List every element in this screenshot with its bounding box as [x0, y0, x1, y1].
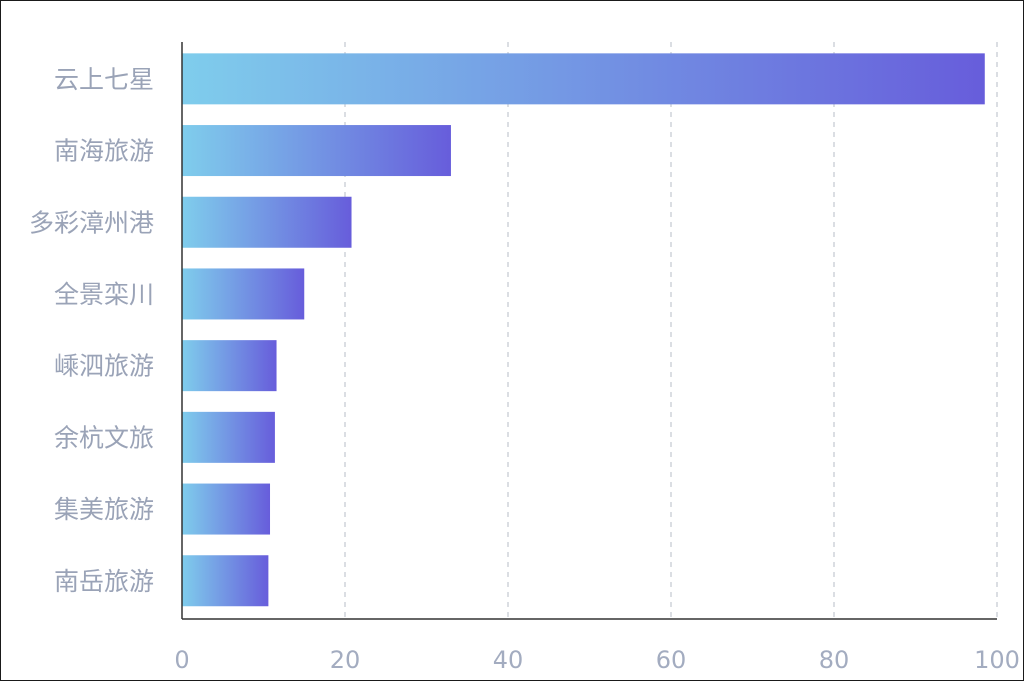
y-category-label: 南海旅游 [54, 137, 154, 166]
y-category-label: 南岳旅游 [54, 567, 154, 596]
grid-lines [344, 42, 998, 619]
x-tick-label: 20 [330, 646, 361, 674]
y-category-label: 嵊泗旅游 [54, 352, 154, 381]
x-tick-label: 80 [819, 646, 850, 674]
labels: 0 20 40 60 80 100 云上七星南海旅游多彩漳州港全景栾川嵊泗旅游余杭文旅集美旅… [29, 65, 1020, 674]
y-category-label: 多彩漳州港 [29, 208, 154, 237]
bar [182, 268, 305, 320]
bars [182, 53, 985, 607]
y-category-label: 集美旅游 [54, 495, 154, 524]
y-category-label: 全景栾川 [54, 280, 154, 309]
x-tick-label: 60 [656, 646, 687, 674]
axes [181, 42, 997, 620]
x-tick-label: 40 [493, 646, 524, 674]
bar [182, 125, 451, 177]
bar [182, 555, 269, 607]
bar [182, 411, 275, 463]
y-category-label: 云上七星 [54, 65, 154, 94]
bar [182, 196, 352, 248]
x-tick-label: 0 [174, 646, 189, 674]
bar [182, 340, 277, 392]
bar [182, 53, 985, 105]
x-tick-label: 100 [974, 646, 1020, 674]
bar [182, 483, 271, 535]
y-category-label: 余杭文旅 [54, 423, 154, 452]
